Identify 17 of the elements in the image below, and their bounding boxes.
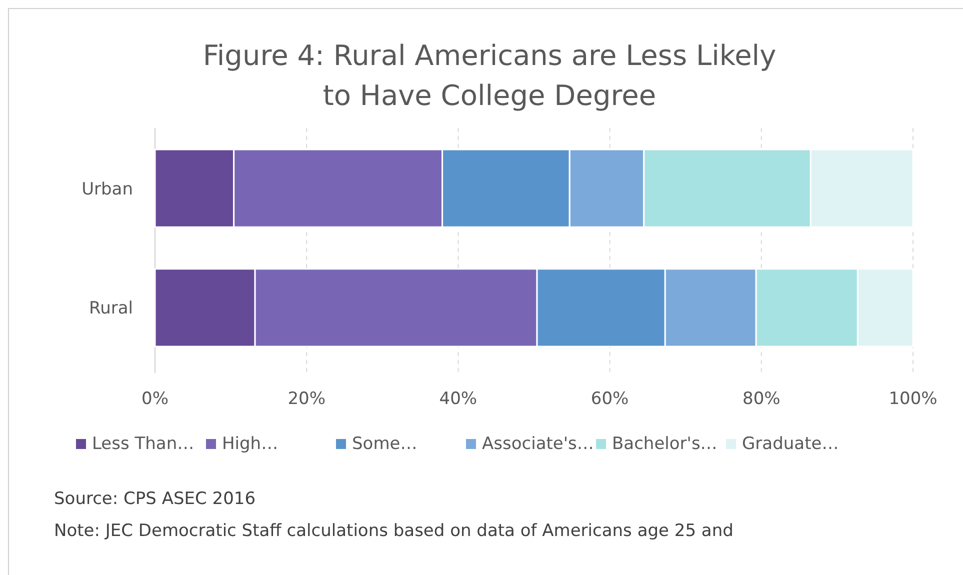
x-tick-label: 100%: [888, 389, 938, 409]
text: Note: JEC Democratic Staff calculations based on data of Americans age 25 and: [54, 521, 734, 541]
legend-label: Graduate…: [742, 434, 839, 454]
legend-label: Some…: [352, 434, 418, 454]
x-tick-label: 60%: [590, 389, 629, 409]
legend-label: Associate's…: [482, 434, 594, 454]
legend-label: Less Than…: [92, 434, 194, 454]
x-tick-label: 20%: [288, 389, 326, 409]
y-tick-label: Urban: [82, 179, 133, 200]
chart-title: Figure 4: Rural Americans are Less Likely to Have College Degree: [202, 39, 776, 112]
source-note: Source: CPS ASEC 2016: [54, 489, 256, 509]
legend-label: Bachelor's…: [612, 434, 718, 454]
legend-label: High…: [222, 434, 278, 454]
x-tick-label: 40%: [439, 389, 478, 409]
y-tick-label: Rural: [89, 298, 133, 319]
x-tick-label: 80%: [742, 389, 780, 409]
x-tick-label: 0%: [142, 389, 168, 409]
